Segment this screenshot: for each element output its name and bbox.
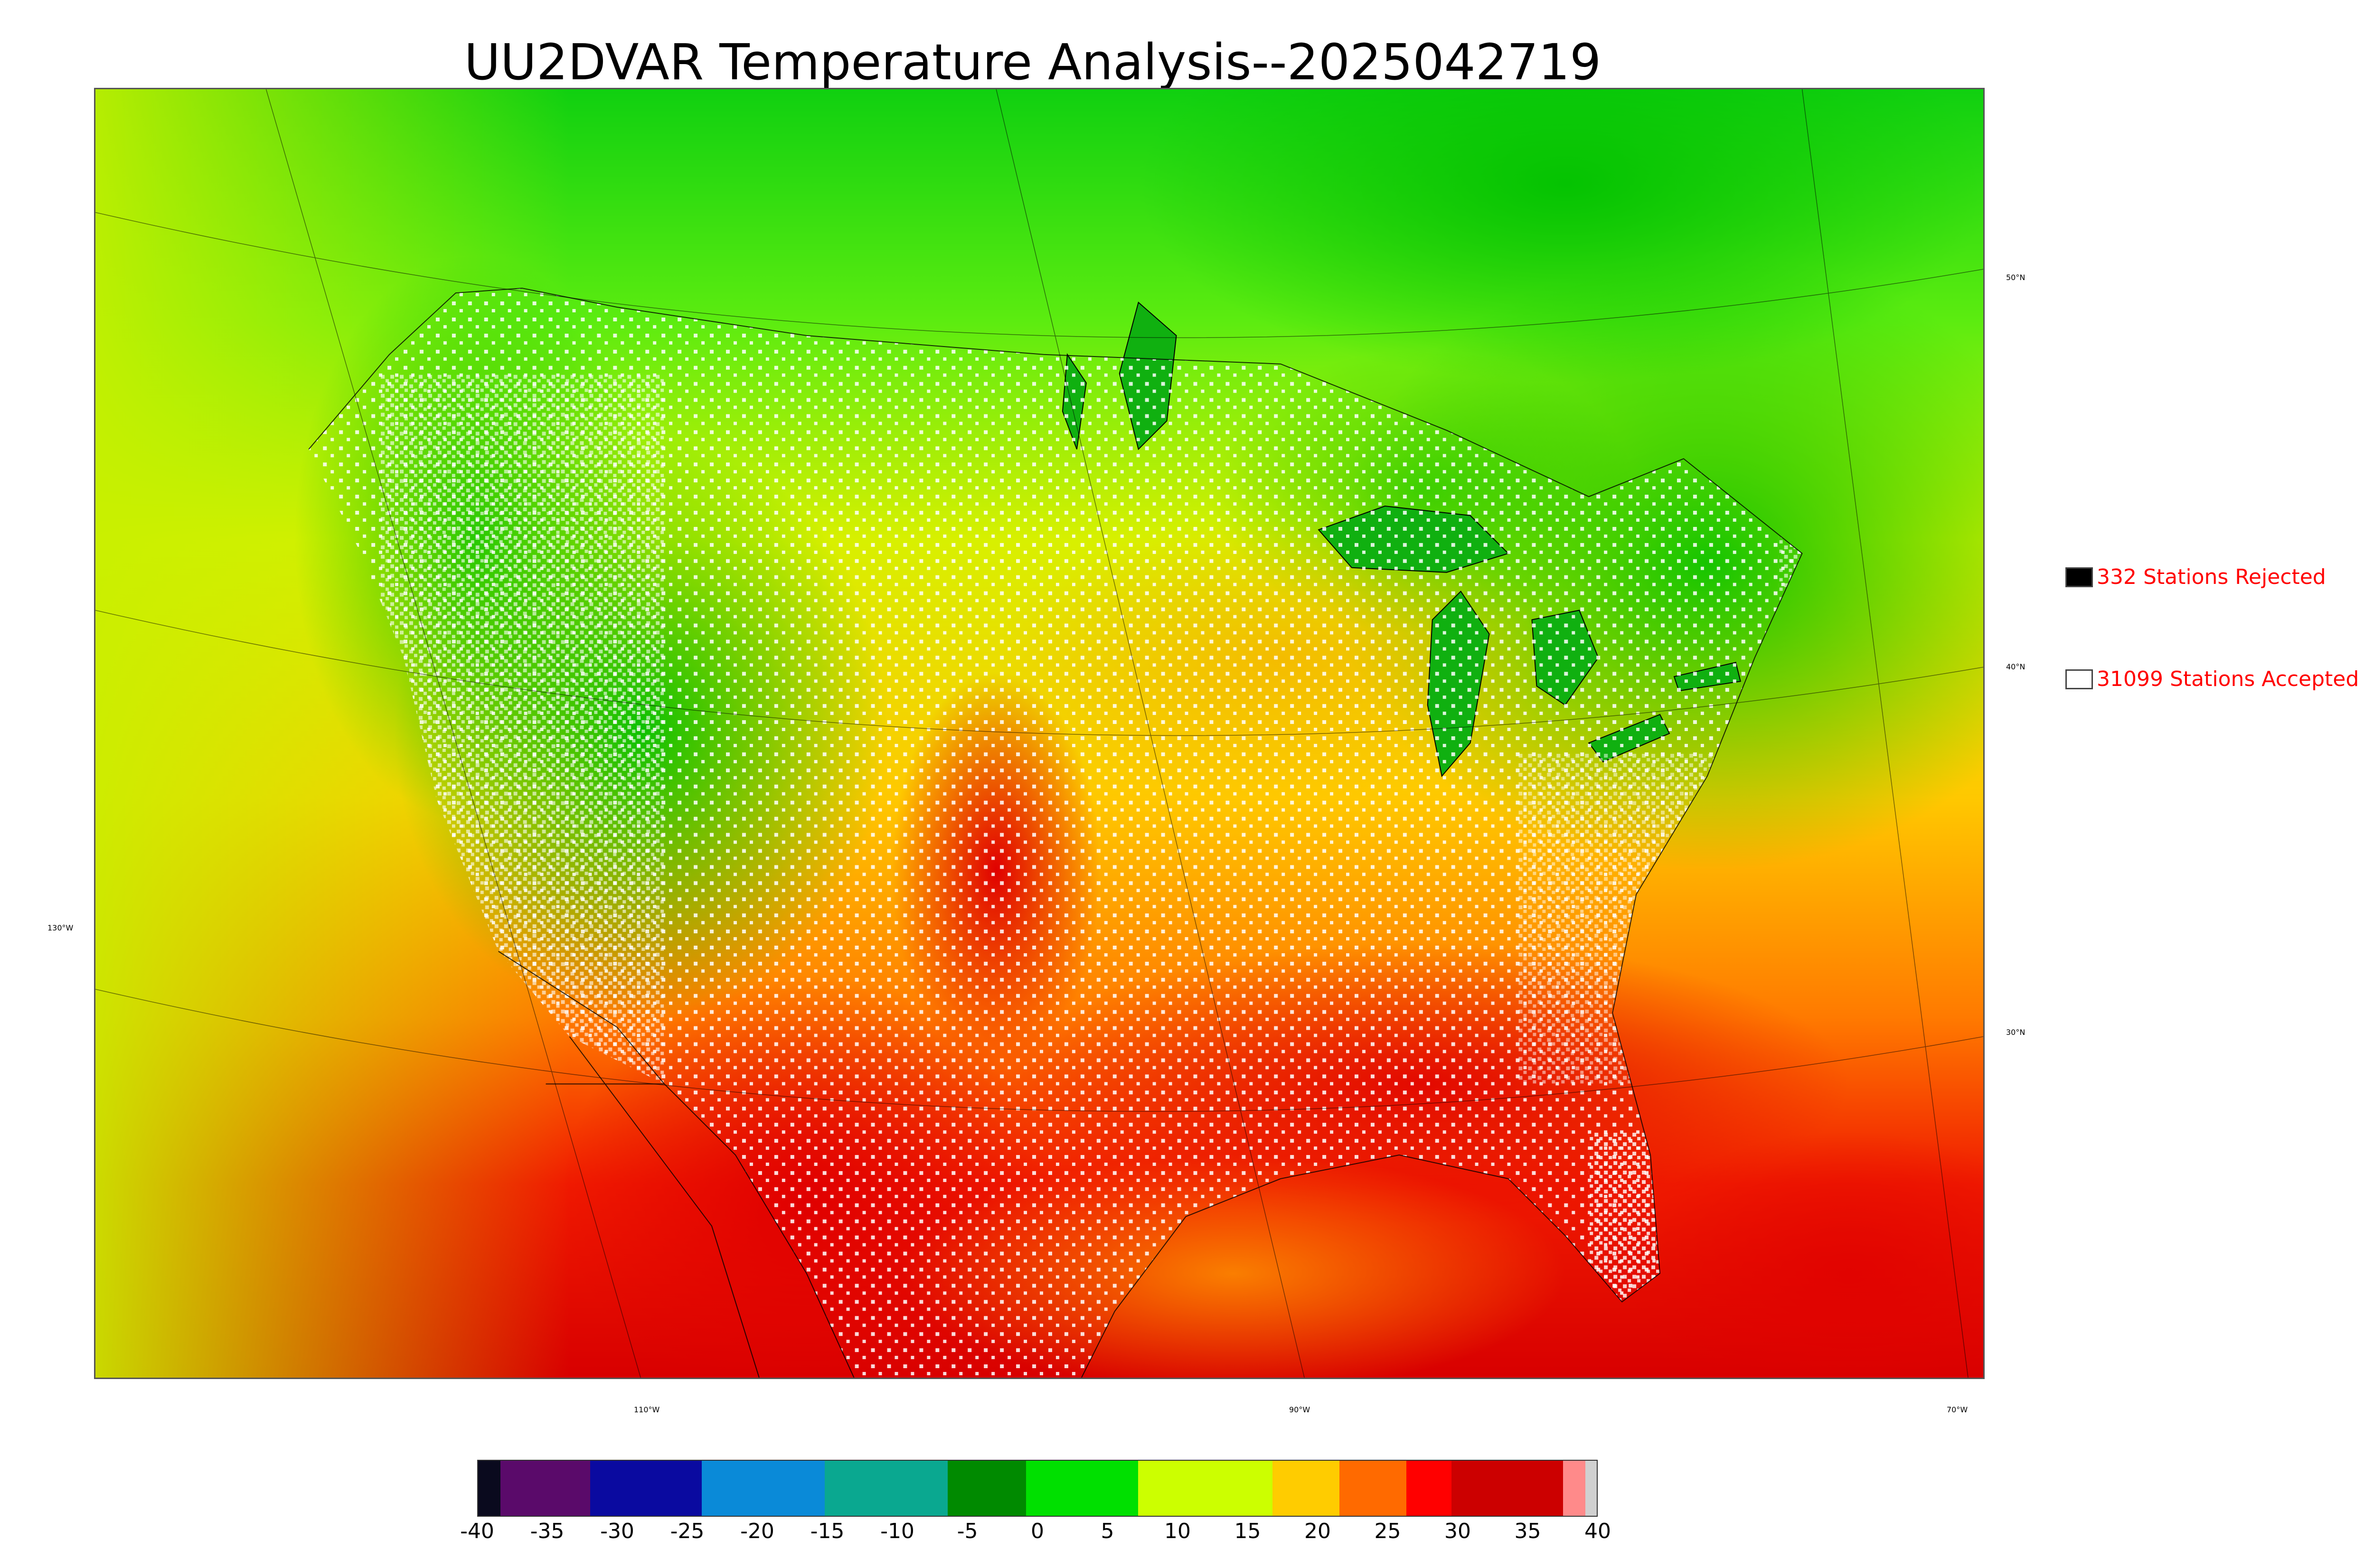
lon-label-70: 70°W bbox=[1947, 1405, 1968, 1414]
colorbar-tick-label: -10 bbox=[880, 1519, 914, 1543]
legend-rejected: 332 Stations Rejected bbox=[2065, 565, 2326, 589]
graticule bbox=[95, 89, 1983, 1378]
colorbar-segment bbox=[1339, 1461, 1407, 1516]
colorbar-ticks: -40 -35 -30 -25 -20 -15 -10 -5 0 5 10 15 20 25 30 35 40 bbox=[460, 1519, 1611, 1548]
colorbar-tick-label: -20 bbox=[740, 1519, 774, 1543]
colorbar-segment bbox=[825, 1461, 948, 1516]
lon-label-130: 130°W bbox=[47, 923, 74, 932]
colorbar-segment bbox=[702, 1461, 825, 1516]
colorbar-segment bbox=[1138, 1461, 1272, 1516]
legend-accepted: 31099 Stations Accepted bbox=[2065, 667, 2359, 691]
colorbar-tick-label: -30 bbox=[600, 1519, 634, 1543]
colorbar-segment bbox=[1406, 1461, 1451, 1516]
legend-rejected-label: 332 Stations Rejected bbox=[2097, 565, 2326, 589]
colorbar-tick-label: 35 bbox=[1514, 1519, 1541, 1543]
map-title: UU2DVAR Temperature Analysis--2025042719 bbox=[464, 33, 1602, 91]
colorbar-tick-label: -25 bbox=[670, 1519, 705, 1543]
colorbar-segment bbox=[1563, 1461, 1586, 1516]
colorbar-segment bbox=[478, 1461, 501, 1516]
colorbar bbox=[477, 1460, 1598, 1517]
temperature-field bbox=[95, 89, 1983, 1378]
colorbar-segment bbox=[500, 1461, 590, 1516]
lat-label-40: 40°N bbox=[2006, 662, 2025, 671]
lon-label-110: 110°W bbox=[634, 1405, 660, 1414]
colorbar-tick-label: -15 bbox=[810, 1519, 845, 1543]
colorbar-segment bbox=[1026, 1461, 1138, 1516]
legend-accepted-label: 31099 Stations Accepted bbox=[2097, 667, 2359, 691]
lat-label-30: 30°N bbox=[2006, 1028, 2025, 1037]
colorbar-segment bbox=[1451, 1461, 1564, 1516]
colorbar-tick-label: 30 bbox=[1444, 1519, 1471, 1543]
colorbar-tick-label: -35 bbox=[530, 1519, 565, 1543]
colorbar-segment bbox=[948, 1461, 1027, 1516]
colorbar-tick-label: 20 bbox=[1304, 1519, 1331, 1543]
colorbar-segment bbox=[1272, 1461, 1340, 1516]
colorbar-tick-label: 40 bbox=[1584, 1519, 1611, 1543]
legend-accepted-swatch bbox=[2065, 669, 2093, 689]
colorbar-tick-label: 5 bbox=[1101, 1519, 1114, 1543]
colorbar-tick-label: 0 bbox=[1031, 1519, 1044, 1543]
colorbar-tick-label: 25 bbox=[1374, 1519, 1401, 1543]
lon-label-90: 90°W bbox=[1289, 1405, 1310, 1414]
colorbar-tick-label: -5 bbox=[957, 1519, 978, 1543]
colorbar-tick-label: -40 bbox=[460, 1519, 494, 1543]
colorbar-tick-label: 10 bbox=[1164, 1519, 1191, 1543]
colorbar-segment bbox=[590, 1461, 702, 1516]
political-boundaries bbox=[308, 288, 1803, 1378]
colorbar-tick-label: 15 bbox=[1234, 1519, 1261, 1543]
lat-label-50: 50°N bbox=[2006, 273, 2025, 282]
legend-rejected-swatch bbox=[2065, 567, 2093, 587]
colorbar-segment bbox=[1585, 1461, 1597, 1516]
temperature-map bbox=[94, 88, 1985, 1379]
